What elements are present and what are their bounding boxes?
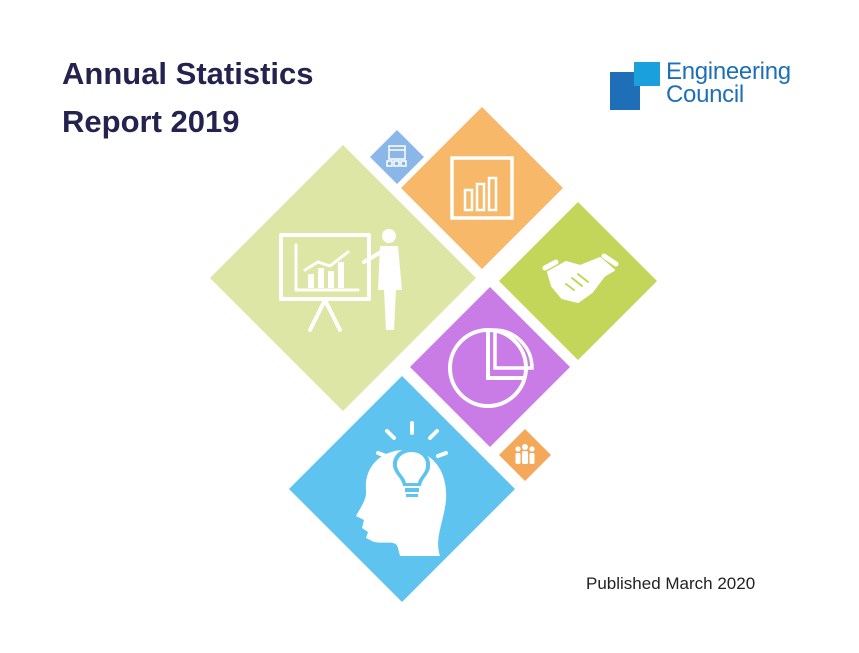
- handshake-tile: [499, 202, 657, 360]
- logo-text-line1: Engineering: [666, 58, 791, 85]
- report-title-line2: Report 2019: [62, 104, 240, 139]
- bar-chart-tile: [401, 107, 563, 269]
- presentation-tile: [210, 145, 476, 411]
- logo-text: Engineering Council: [666, 58, 791, 108]
- engineering-council-logo: Engineering Council: [610, 58, 820, 112]
- logo-light-square: [634, 62, 660, 86]
- report-title: Annual Statistics Report 2019: [62, 50, 314, 146]
- pie-chart-icon: [448, 328, 534, 408]
- lightbulb-head-icon: [356, 421, 448, 556]
- pie-chart-tile: [410, 287, 570, 447]
- calendar-icon: [386, 145, 407, 167]
- report-title-line1: Annual Statistics: [62, 56, 314, 91]
- publication-date: Published March 2020: [586, 574, 756, 593]
- handshake-icon: [542, 253, 619, 303]
- people-icon: [515, 444, 535, 464]
- presentation-icon: [279, 229, 402, 332]
- calendar-tile: [370, 130, 424, 184]
- logo-text-line2: Council: [666, 81, 744, 108]
- people-tile: [499, 429, 551, 481]
- idea-tile: [289, 376, 515, 602]
- bar-chart-icon: [450, 156, 514, 220]
